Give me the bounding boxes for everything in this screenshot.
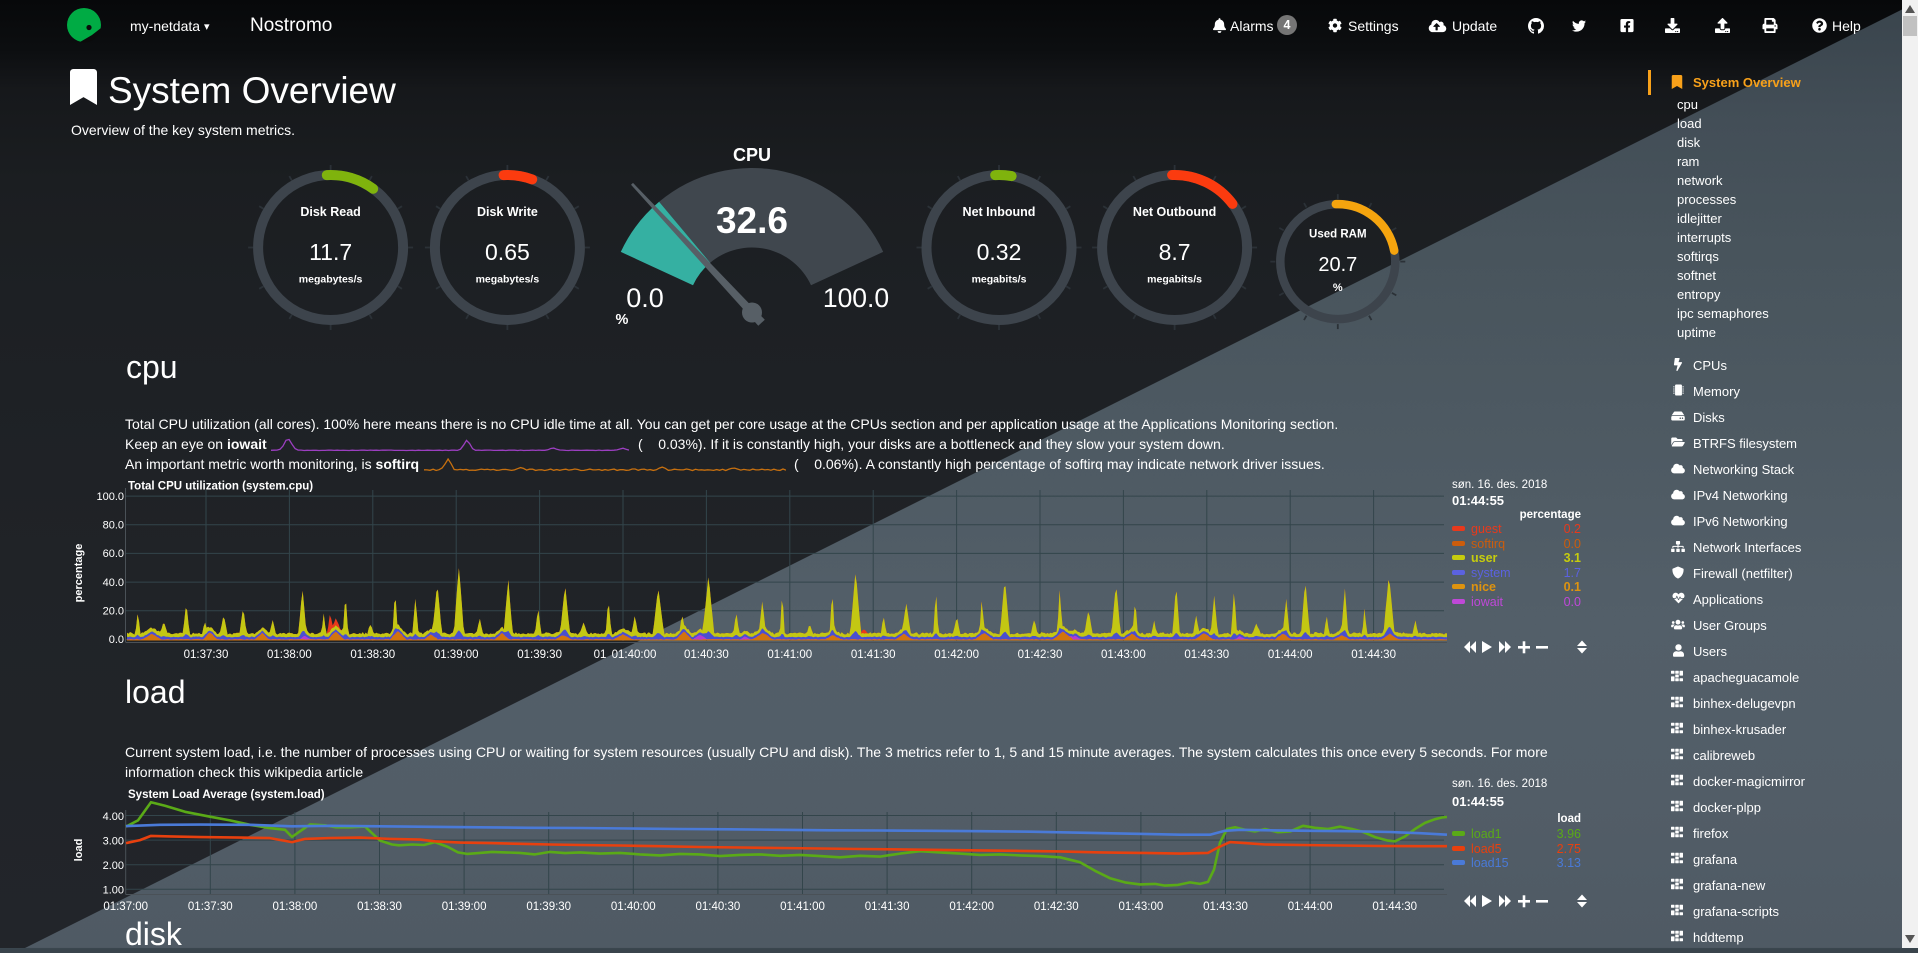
svg-text:%: % bbox=[616, 312, 629, 328]
svg-text:0.32: 0.32 bbox=[977, 239, 1022, 265]
svg-text:Net Outbound: Net Outbound bbox=[1133, 205, 1216, 219]
svg-text:01:42:00: 01:42:00 bbox=[949, 901, 994, 913]
svg-text:100.0: 100.0 bbox=[96, 491, 124, 503]
svg-text:2.00: 2.00 bbox=[103, 860, 124, 872]
svg-text:20.7: 20.7 bbox=[1318, 254, 1357, 276]
svg-text:CPU: CPU bbox=[733, 145, 771, 165]
svg-text:01:39:30: 01:39:30 bbox=[526, 901, 571, 913]
svg-text:01:38:30: 01:38:30 bbox=[350, 649, 395, 661]
svg-text:01:38:30: 01:38:30 bbox=[357, 901, 402, 913]
svg-text:01:41:30: 01:41:30 bbox=[865, 901, 910, 913]
svg-text:%: % bbox=[1333, 282, 1343, 294]
svg-text:4.00: 4.00 bbox=[103, 811, 124, 823]
svg-text:01:42:30: 01:42:30 bbox=[1018, 649, 1063, 661]
svg-text:01:39:00: 01:39:00 bbox=[434, 649, 479, 661]
svg-text:01: 01 bbox=[594, 649, 607, 661]
svg-text:01:43:30: 01:43:30 bbox=[1203, 901, 1248, 913]
svg-text:01:43:00: 01:43:00 bbox=[1119, 901, 1164, 913]
svg-text:load: load bbox=[73, 839, 85, 862]
svg-text:01:44:00: 01:44:00 bbox=[1268, 649, 1313, 661]
svg-text:megabytes/s: megabytes/s bbox=[299, 274, 363, 286]
svg-text:01:41:00: 01:41:00 bbox=[767, 649, 812, 661]
svg-text:100.0: 100.0 bbox=[823, 283, 889, 313]
svg-text:60.0: 60.0 bbox=[103, 548, 124, 560]
svg-text:40.0: 40.0 bbox=[103, 577, 124, 589]
svg-text:01:37:30: 01:37:30 bbox=[184, 649, 229, 661]
svg-text:01:40:00: 01:40:00 bbox=[611, 901, 656, 913]
svg-text:Net Inbound: Net Inbound bbox=[963, 205, 1036, 219]
svg-text:01:43:00: 01:43:00 bbox=[1101, 649, 1146, 661]
svg-text:Total CPU utilization (system.: Total CPU utilization (system.cpu) bbox=[128, 481, 313, 493]
svg-text:01:37:30: 01:37:30 bbox=[188, 901, 233, 913]
svg-text:01:44:30: 01:44:30 bbox=[1351, 649, 1396, 661]
svg-text:01:37:00: 01:37:00 bbox=[103, 901, 148, 913]
svg-text:3.00: 3.00 bbox=[103, 836, 124, 848]
svg-text:01:39:30: 01:39:30 bbox=[517, 649, 562, 661]
svg-text:System Load Average (system.lo: System Load Average (system.load) bbox=[128, 789, 325, 801]
svg-text:01:42:30: 01:42:30 bbox=[1034, 901, 1079, 913]
svg-text:32.6: 32.6 bbox=[716, 200, 788, 241]
svg-text:11.7: 11.7 bbox=[309, 239, 352, 265]
svg-text:Used RAM: Used RAM bbox=[1309, 229, 1367, 241]
svg-text:01:40:30: 01:40:30 bbox=[696, 901, 741, 913]
svg-text:80.0: 80.0 bbox=[103, 520, 124, 532]
svg-text:megabits/s: megabits/s bbox=[972, 274, 1027, 286]
svg-text:01:40:00: 01:40:00 bbox=[612, 649, 657, 661]
svg-text:01:39:00: 01:39:00 bbox=[442, 901, 487, 913]
svg-text:0.0: 0.0 bbox=[626, 283, 664, 313]
svg-text:01:44:00: 01:44:00 bbox=[1288, 901, 1333, 913]
svg-text:01:40:30: 01:40:30 bbox=[684, 649, 729, 661]
svg-text:8.7: 8.7 bbox=[1159, 239, 1191, 265]
svg-text:0.65: 0.65 bbox=[485, 239, 530, 265]
svg-text:megabytes/s: megabytes/s bbox=[476, 274, 540, 286]
svg-text:20.0: 20.0 bbox=[103, 606, 124, 618]
svg-text:01:38:00: 01:38:00 bbox=[273, 901, 318, 913]
svg-text:01:41:30: 01:41:30 bbox=[851, 649, 896, 661]
svg-text:Disk Write: Disk Write bbox=[477, 205, 538, 219]
svg-text:1.00: 1.00 bbox=[103, 885, 124, 897]
svg-text:01:41:00: 01:41:00 bbox=[780, 901, 825, 913]
svg-text:megabits/s: megabits/s bbox=[1147, 274, 1202, 286]
svg-text:01:44:30: 01:44:30 bbox=[1372, 901, 1417, 913]
svg-text:percentage: percentage bbox=[73, 544, 85, 603]
svg-text:01:42:00: 01:42:00 bbox=[934, 649, 979, 661]
svg-text:0.0: 0.0 bbox=[109, 634, 124, 646]
svg-text:01:43:30: 01:43:30 bbox=[1184, 649, 1229, 661]
svg-text:Disk Read: Disk Read bbox=[300, 205, 360, 219]
svg-text:01:38:00: 01:38:00 bbox=[267, 649, 312, 661]
